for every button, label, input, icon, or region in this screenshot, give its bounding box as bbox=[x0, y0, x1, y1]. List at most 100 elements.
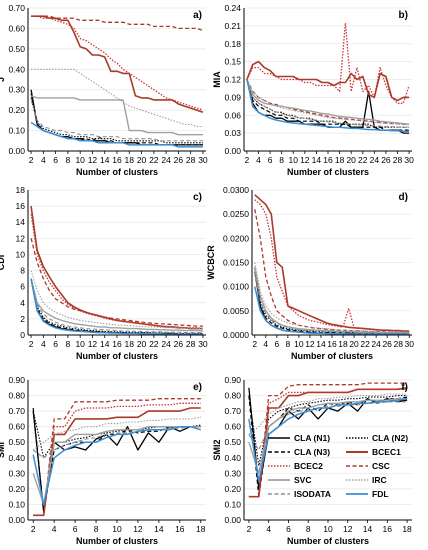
x-tick-label: 10 bbox=[75, 339, 85, 349]
x-tick-label: 16 bbox=[383, 524, 393, 534]
x-tick-label: 20 bbox=[137, 155, 147, 165]
y-tick-label: 0.20 bbox=[224, 484, 241, 494]
y-tick-label: 0.30 bbox=[8, 468, 25, 478]
y-tick-label: 0.80 bbox=[8, 391, 25, 401]
x-tick-label: 26 bbox=[174, 339, 184, 349]
y-tick-label: 0.0200 bbox=[223, 233, 249, 243]
series-line-csc bbox=[33, 398, 201, 516]
x-tick-label: 4 bbox=[263, 339, 268, 349]
panel-d: 0.0000 0.0050 0.0100 0.0150 0.0200 0.0250 0.03… bbox=[206, 185, 414, 361]
y-tick-label: 0.50 bbox=[224, 437, 241, 447]
x-tick-label: 6 bbox=[53, 155, 58, 165]
series-line-csc bbox=[30, 238, 203, 327]
x-tick-label: 2 bbox=[29, 155, 34, 165]
y-tick-label: 2 bbox=[20, 314, 25, 324]
x-tick-label: 4 bbox=[256, 155, 261, 165]
series-line-fdl bbox=[254, 286, 410, 335]
x-tick-label: 14 bbox=[312, 155, 322, 165]
series-line-svc bbox=[30, 95, 203, 136]
y-tick-label: 4 bbox=[20, 298, 25, 308]
x-tick-label: 12 bbox=[305, 339, 315, 349]
series-line-bcec2 bbox=[33, 402, 201, 516]
y-tick-label: 12 bbox=[16, 233, 26, 243]
y-tick-label: 0.0250 bbox=[223, 209, 249, 219]
y-tick-label: 0.10 bbox=[8, 499, 25, 509]
legend-entry: BCEC2 bbox=[294, 461, 323, 471]
y-axis-label: MIA bbox=[212, 71, 222, 88]
x-tick-label: 18 bbox=[125, 155, 135, 165]
series-line-cla-n2- bbox=[248, 395, 408, 467]
y-tick-label: 0.0050 bbox=[223, 306, 249, 316]
y-tick-label: 0.90 bbox=[224, 375, 241, 385]
x-tick-label: 24 bbox=[161, 339, 171, 349]
y-tick-label: 0 bbox=[20, 330, 25, 340]
series-line-cla-n2- bbox=[30, 97, 203, 144]
x-tick-label: 10 bbox=[294, 339, 304, 349]
y-tick-label: 0.06 bbox=[224, 110, 241, 120]
x-tick-label: 6 bbox=[274, 339, 279, 349]
x-tick-label: 10 bbox=[289, 155, 299, 165]
legend-entry: CLA (N1) bbox=[294, 433, 330, 443]
y-tick-label: 6 bbox=[20, 282, 25, 292]
series-line-bcec1 bbox=[33, 407, 201, 517]
y-tick-label: 8 bbox=[20, 266, 25, 276]
x-tick-label: 20 bbox=[137, 339, 147, 349]
y-tick-label: 16 bbox=[16, 201, 26, 211]
series-line-irc bbox=[248, 393, 408, 435]
x-tick-label: 14 bbox=[316, 339, 326, 349]
y-tick-label: 18 bbox=[16, 185, 26, 195]
x-tick-label: 4 bbox=[41, 339, 46, 349]
series-line-fdl bbox=[30, 121, 203, 148]
legend-entry: FDL bbox=[372, 489, 389, 499]
x-tick-label: 28 bbox=[393, 339, 403, 349]
y-tick-label: 0.0150 bbox=[223, 258, 249, 268]
y-axis-label: CDI bbox=[0, 255, 6, 271]
y-tick-label: 0.70 bbox=[8, 406, 25, 416]
x-tick-label: 12 bbox=[88, 339, 98, 349]
series-line-svc bbox=[32, 426, 201, 506]
y-tick-label: 0.40 bbox=[8, 64, 25, 74]
x-tick-label: 2 bbox=[31, 524, 36, 534]
series-line-bcec1 bbox=[30, 205, 203, 330]
x-tick-label: 14 bbox=[100, 155, 110, 165]
series-line-csc bbox=[31, 15, 204, 32]
x-tick-label: 6 bbox=[286, 524, 291, 534]
x-tick-label: 22 bbox=[360, 339, 370, 349]
x-tick-label: 2 bbox=[247, 524, 252, 534]
y-tick-label: 0.30 bbox=[224, 468, 241, 478]
x-tick-label: 8 bbox=[285, 339, 290, 349]
x-tick-label: 18 bbox=[196, 524, 206, 534]
y-tick-label: 0.70 bbox=[8, 3, 25, 13]
x-tick-label: 8 bbox=[66, 339, 71, 349]
x-tick-label: 12 bbox=[88, 155, 98, 165]
series-line-irc bbox=[254, 262, 410, 333]
x-tick-label: 8 bbox=[94, 524, 99, 534]
x-axis-label: Number of clusters bbox=[291, 351, 373, 361]
y-tick-label: 0.60 bbox=[8, 23, 25, 33]
x-tick-label: 20 bbox=[349, 339, 359, 349]
legend-entry: ISODATA bbox=[294, 489, 331, 499]
y-axis-label: SMI bbox=[0, 442, 6, 458]
x-tick-label: 4 bbox=[266, 524, 271, 534]
x-tick-label: 18 bbox=[402, 524, 412, 534]
series-line-csc bbox=[246, 79, 410, 125]
series-line-cla-n2- bbox=[246, 79, 410, 128]
x-tick-label: 26 bbox=[382, 339, 392, 349]
panel-label: f) bbox=[401, 382, 408, 393]
series-line-csc bbox=[248, 382, 408, 498]
x-tick-label: 24 bbox=[370, 155, 380, 165]
series-line-isodata bbox=[254, 272, 410, 334]
legend-entry: CLA (N3) bbox=[294, 447, 330, 457]
y-tick-label: 0.40 bbox=[224, 453, 241, 463]
x-tick-label: 18 bbox=[125, 339, 135, 349]
series-line-fdl bbox=[32, 425, 202, 506]
x-tick-label: 24 bbox=[161, 155, 171, 165]
series-line-bcec2 bbox=[254, 199, 410, 332]
y-tick-label: 0.24 bbox=[224, 3, 241, 13]
y-tick-label: 0.40 bbox=[8, 453, 25, 463]
y-tick-label: 0.10 bbox=[8, 126, 25, 136]
y-tick-label: 0.18 bbox=[224, 39, 241, 49]
panel-a: 0.000.100.200.300.400.500.600.702 4 6 8 10 12… bbox=[0, 3, 208, 177]
